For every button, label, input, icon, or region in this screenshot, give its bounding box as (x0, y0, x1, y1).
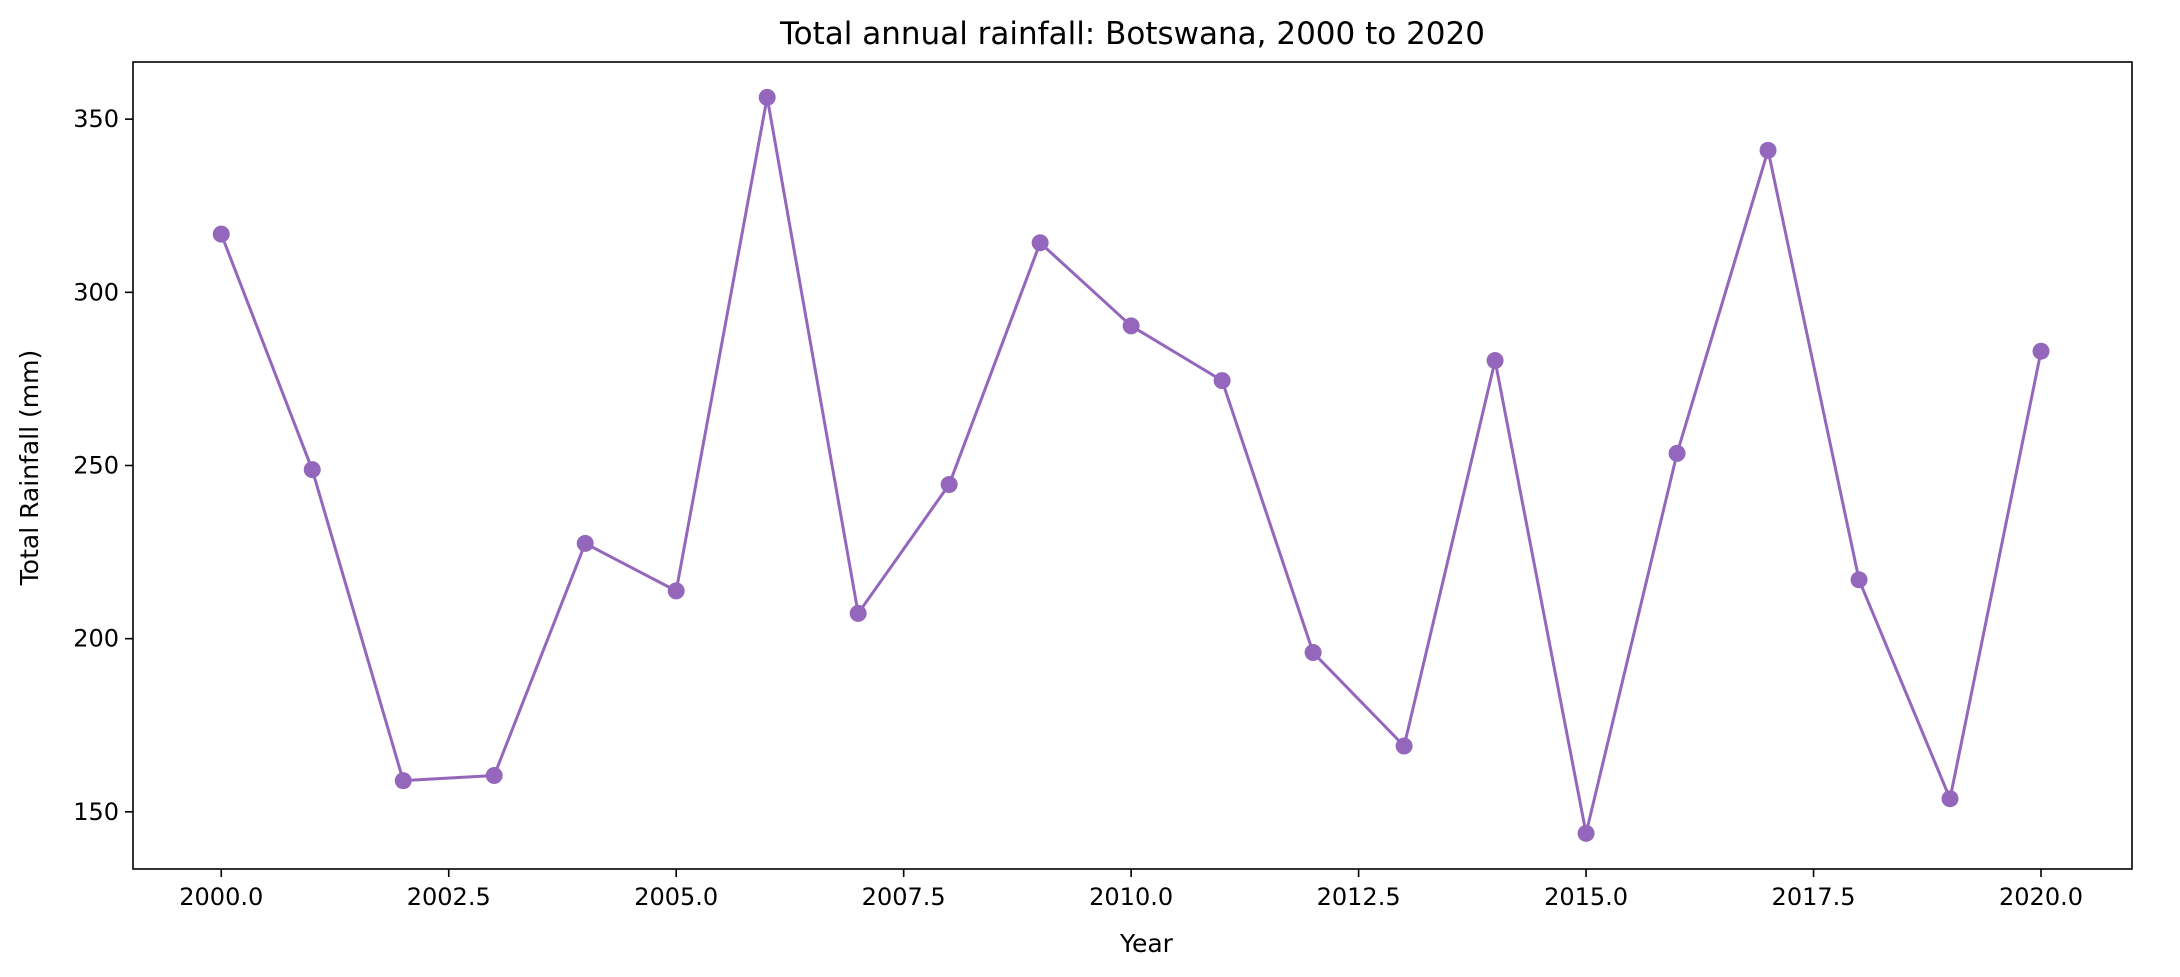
rainfall-data-point (576, 534, 594, 552)
x-tick-label: 2005.0 (634, 883, 718, 911)
x-tick-label: 2012.5 (1317, 883, 1401, 911)
x-tick-label: 2020.0 (1999, 883, 2083, 911)
x-tick-label: 2015.0 (1544, 883, 1628, 911)
chart-title: Total annual rainfall: Botswana, 2000 to… (779, 16, 1485, 52)
rainfall-data-point (212, 225, 230, 243)
rainfall-data-point (849, 604, 867, 622)
rainfall-data-point (1668, 444, 1686, 462)
y-tick-label: 150 (73, 798, 119, 826)
x-tick-label: 2007.5 (862, 883, 946, 911)
rainfall-data-point (1395, 737, 1413, 755)
y-tick-label: 200 (73, 625, 119, 653)
rainfall-data-point (1759, 141, 1777, 159)
rainfall-data-point (758, 88, 776, 106)
rainfall-data-point (1122, 317, 1140, 335)
rainfall-data-point (2032, 342, 2050, 360)
y-tick-label: 300 (73, 278, 119, 306)
rainfall-data-point (1486, 352, 1504, 370)
rainfall-data-point (940, 476, 958, 494)
rainfall-data-point (1577, 824, 1595, 842)
rainfall-data-point (1213, 372, 1231, 390)
rainfall-data-point (1850, 571, 1868, 589)
plot-area (212, 88, 2050, 842)
y-axis-label: Total Rainfall (mm) (15, 350, 44, 586)
rainfall-data-point (1031, 234, 1049, 252)
x-axis-label: Year (1119, 929, 1174, 958)
rainfall-data-point (394, 772, 412, 790)
rainfall-data-point (667, 582, 685, 600)
x-tick-label: 2017.5 (1772, 883, 1856, 911)
x-tick-label: 2010.0 (1089, 883, 1173, 911)
rainfall-data-point (303, 461, 321, 479)
rainfall-data-point (1941, 790, 1959, 808)
rainfall-data-point (485, 766, 503, 784)
x-tick-label: 2002.5 (407, 883, 491, 911)
y-tick-label: 250 (73, 452, 119, 480)
x-tick-label: 2000.0 (179, 883, 263, 911)
rainfall-data-point (1304, 644, 1322, 662)
y-tick-label: 350 (73, 105, 119, 133)
